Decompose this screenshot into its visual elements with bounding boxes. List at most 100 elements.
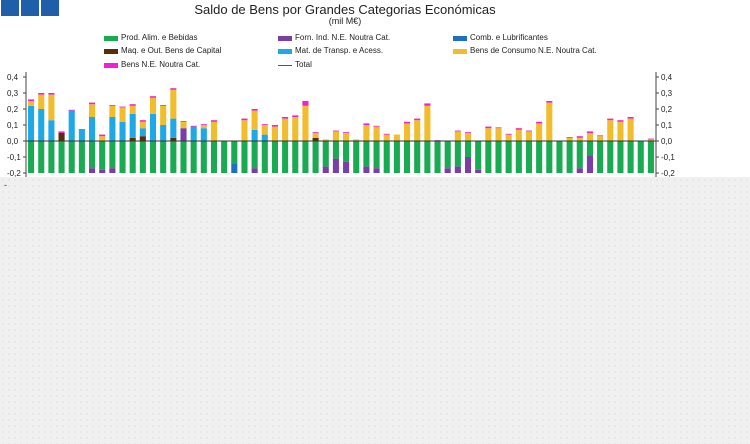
bar-prod-alim xyxy=(586,141,593,156)
bar-bens-consumo xyxy=(180,121,187,129)
legend-swatch-maq xyxy=(104,49,118,54)
bar-bens-ne xyxy=(586,131,593,133)
bar-mat-transp xyxy=(109,117,116,141)
bar-bens-consumo xyxy=(353,139,360,141)
bar-bens-consumo xyxy=(119,107,126,122)
y-tick-label-left: -0,1 xyxy=(7,153,21,162)
bar-prod-alim xyxy=(607,141,614,173)
bar-prod-alim xyxy=(271,141,278,173)
bar-bens-consumo xyxy=(373,126,380,141)
bar-prod-alim xyxy=(58,141,65,173)
bar-forn-ind xyxy=(576,168,583,173)
legend-label-bens-ne: Bens N.E. Noutra Cat. xyxy=(121,60,201,69)
bar-mat-transp xyxy=(119,121,126,141)
bar-bens-ne xyxy=(48,93,55,95)
bar-forn-ind xyxy=(343,161,350,173)
bar-bens-ne xyxy=(464,132,472,133)
y-tick-label-left: 0,4 xyxy=(7,73,19,82)
toolbar-button-3[interactable] xyxy=(41,0,59,16)
bar-bens-ne xyxy=(515,128,522,130)
bar-bens-consumo xyxy=(525,131,533,141)
bar-prod-alim xyxy=(637,141,644,173)
bar-mat-transp xyxy=(68,110,75,141)
bar-forn-ind xyxy=(444,168,451,173)
toolbar-button-1[interactable] xyxy=(1,0,19,16)
bar-bens-consumo xyxy=(99,136,106,141)
bar-prod-alim xyxy=(373,141,380,169)
bar-prod-alim xyxy=(464,141,472,157)
bar-prod-alim xyxy=(475,141,482,170)
bar-bens-ne xyxy=(495,127,502,129)
bar-bens-consumo xyxy=(241,120,248,141)
y-tick-label-left: 0,2 xyxy=(7,105,19,114)
legend-label-comb: Comb. e Lubrificantes xyxy=(470,33,548,42)
bar-prod-alim xyxy=(414,141,421,173)
bar-bens-ne xyxy=(363,123,370,125)
bar-prod-alim xyxy=(28,141,35,173)
bar-forn-ind xyxy=(251,168,258,173)
bar-mat-transp xyxy=(48,120,55,141)
bar-bens-ne xyxy=(485,126,492,129)
bar-forn-ind xyxy=(454,166,461,173)
bar-bens-consumo xyxy=(149,97,157,114)
bar-bens-consumo xyxy=(383,134,390,141)
bar-bens-consumo xyxy=(89,104,96,117)
bar-bens-ne xyxy=(525,130,533,132)
bar-maq xyxy=(312,137,319,141)
bar-bens-ne xyxy=(261,124,268,125)
bar-bens-ne xyxy=(414,118,421,121)
legend-swatch-total xyxy=(278,65,292,66)
bar-prod-alim xyxy=(180,141,187,173)
bar-forn-ind xyxy=(373,168,380,173)
bar-forn-ind xyxy=(322,166,329,173)
bar-prod-alim xyxy=(251,141,258,169)
bar-bens-ne xyxy=(292,115,299,117)
bar-bens-consumo xyxy=(129,105,136,114)
dash-mark: - xyxy=(4,180,7,190)
legend-label-bens-consumo: Bens de Consumo N.E. Noutra Cat. xyxy=(470,46,597,55)
bar-bens-consumo xyxy=(464,133,472,141)
bar-bens-consumo xyxy=(48,94,55,121)
bar-bens-ne xyxy=(617,120,624,122)
bar-bens-ne xyxy=(190,125,197,127)
y-tick-label-left: -0,2 xyxy=(7,169,21,177)
bar-bens-consumo xyxy=(332,131,339,141)
bar-prod-alim xyxy=(302,141,309,173)
bar-forn-ind xyxy=(89,168,96,173)
bar-forn-ind xyxy=(586,155,593,173)
bar-bens-ne xyxy=(78,129,85,130)
bar-bens-ne xyxy=(302,101,309,106)
bar-mat-transp xyxy=(170,118,177,138)
y-tick-label-right: 0,2 xyxy=(661,105,673,114)
toolbar-button-2[interactable] xyxy=(21,0,39,16)
bar-prod-alim xyxy=(48,141,55,173)
bar-prod-alim xyxy=(546,141,553,173)
bar-prod-alim xyxy=(170,141,177,173)
bar-prod-alim xyxy=(454,141,461,167)
bar-bens-ne xyxy=(139,120,146,122)
bar-bens-ne xyxy=(576,136,583,138)
bar-bens-ne xyxy=(99,134,106,137)
y-tick-label-left: 0,1 xyxy=(7,121,19,130)
legend-swatch-bens-consumo xyxy=(453,49,467,54)
bar-forn-ind xyxy=(180,128,187,141)
bar-bens-consumo xyxy=(139,121,146,129)
bar-bens-ne xyxy=(180,121,187,122)
bar-bens-ne xyxy=(424,103,431,106)
bar-prod-alim xyxy=(434,141,441,173)
bar-prod-alim xyxy=(78,141,85,173)
bar-bens-ne xyxy=(160,105,167,106)
bar-bens-consumo xyxy=(576,137,583,141)
bar-bens-consumo xyxy=(282,118,289,141)
legend-label-total: Total xyxy=(295,60,312,69)
bar-prod-alim xyxy=(282,141,289,173)
bar-prod-alim xyxy=(597,141,604,173)
bar-prod-alim xyxy=(363,141,370,167)
legend-label-forn-ind: Forn. Ind. N.E. Noutra Cat. xyxy=(295,33,391,42)
bar-bens-consumo xyxy=(627,118,634,141)
bar-prod-alim xyxy=(617,141,624,173)
bar-bens-consumo xyxy=(495,128,502,141)
y-tick-label-right: -0,2 xyxy=(661,169,675,177)
bar-forn-ind xyxy=(109,168,116,173)
bar-prod-alim xyxy=(505,141,512,173)
